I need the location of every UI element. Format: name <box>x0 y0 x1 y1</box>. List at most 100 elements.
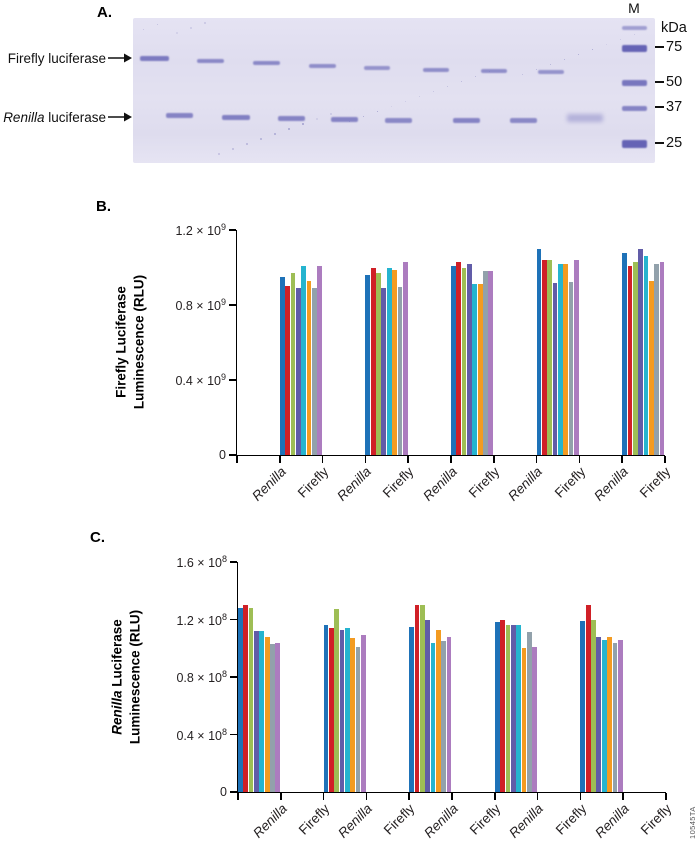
bar <box>446 636 452 792</box>
bar <box>290 273 296 455</box>
gel-speck <box>536 69 537 70</box>
y-tick-exponent: 9 <box>220 296 226 307</box>
bar <box>275 642 281 792</box>
bar <box>516 625 521 792</box>
bar <box>648 280 654 455</box>
x-tick-text: Renilla <box>335 801 375 841</box>
x-tick-text: Renilla <box>590 464 631 504</box>
bar <box>638 248 643 455</box>
arrow-right-icon <box>108 53 132 63</box>
x-tick <box>579 793 582 800</box>
x-tick-text: Firefly <box>465 464 503 501</box>
kda-tick-dash <box>655 142 664 144</box>
y-tick-text: 1.2 × 10 <box>175 224 221 239</box>
marker-lane-label: M <box>628 0 640 16</box>
bar <box>472 284 478 455</box>
x-tick-text: Firefly <box>295 801 333 838</box>
bar <box>467 263 472 455</box>
bar <box>477 284 483 455</box>
renilla-band <box>222 114 250 120</box>
bar <box>483 271 488 455</box>
firefly-band <box>481 69 507 73</box>
bar <box>596 636 602 792</box>
y-tick-text: 0.8 × 10 <box>176 671 222 686</box>
x-tick <box>236 456 238 463</box>
bar <box>510 625 516 792</box>
y-tick-exponent: 8 <box>221 553 227 564</box>
x-tick <box>622 793 625 800</box>
panel-c-y-axis-title-line2: Luminescence (RLU) <box>127 609 142 745</box>
y-tick-text: 1.2 × 10 <box>176 613 222 628</box>
bar <box>617 639 623 792</box>
gel-speck <box>157 24 158 25</box>
bar <box>306 280 312 455</box>
gel-label-renilla: Renilla luciferase <box>0 109 132 125</box>
renilla-band <box>510 117 537 123</box>
x-tick <box>536 793 539 800</box>
bar <box>402 261 408 455</box>
firefly-band <box>140 55 169 61</box>
marker-band <box>622 140 647 148</box>
x-tick-text: Renilla <box>505 464 546 504</box>
gel-speck <box>349 121 350 122</box>
firefly-band <box>197 59 224 63</box>
x-tick-text: Firefly <box>466 801 504 838</box>
x-tick-text: Renilla <box>420 801 461 841</box>
molecular-weight-markers: 75 50 37 25 <box>655 18 700 163</box>
x-tick <box>322 793 325 800</box>
marker-band <box>622 26 647 30</box>
y-tick <box>230 561 237 563</box>
y-tick-text: 0.4 × 10 <box>176 728 222 743</box>
bar <box>505 625 511 792</box>
x-tick-text: Firefly <box>637 464 674 501</box>
y-tick <box>230 791 237 793</box>
bar <box>409 626 414 792</box>
figure-code: 10545TA <box>688 806 697 839</box>
bar <box>345 628 350 792</box>
gel-speck <box>330 113 332 115</box>
bar <box>279 276 285 455</box>
firefly-band <box>253 61 280 65</box>
bar <box>238 608 243 792</box>
gel-speck <box>190 27 192 29</box>
x-tick <box>450 456 452 463</box>
x-tick <box>621 456 624 463</box>
bar <box>500 619 505 792</box>
y-tick-text: 0.4 × 10 <box>175 374 221 389</box>
gel-speck <box>218 153 220 155</box>
y-tick-exponent: 8 <box>221 726 227 737</box>
bar <box>419 605 425 792</box>
bar <box>386 267 392 455</box>
firefly-band <box>538 70 564 74</box>
y-tick <box>230 676 237 678</box>
bar <box>414 605 420 792</box>
kda-marker-value: 75 <box>666 39 683 55</box>
gel-speck <box>260 138 262 140</box>
gel-speck <box>204 22 206 24</box>
kda-tick-dash <box>655 46 664 48</box>
panel-c-ylabel-italic: Renilla <box>109 690 125 735</box>
gel-speck <box>143 29 144 30</box>
panel-c-label: C. <box>90 529 105 546</box>
bar <box>456 261 462 455</box>
bar <box>243 605 249 792</box>
bar <box>248 608 254 792</box>
bar <box>350 638 356 792</box>
gel-speck <box>475 76 476 77</box>
panel-a-label: A. <box>97 4 112 21</box>
bar <box>355 646 361 792</box>
x-tick <box>278 456 281 463</box>
bar <box>632 261 638 455</box>
marker-band <box>622 44 647 52</box>
panel-c-y-axis-title-line1: Renilla Luciferase <box>108 610 126 744</box>
panel-c-ylabel-rest: Luciferase <box>109 619 125 691</box>
bar <box>328 628 334 792</box>
bar <box>532 646 537 792</box>
gel-speck <box>578 54 579 55</box>
firefly-band <box>309 64 336 68</box>
x-tick <box>237 793 239 800</box>
firefly-band <box>364 66 390 70</box>
bar <box>574 260 579 455</box>
bar <box>601 639 607 792</box>
bar <box>381 288 387 455</box>
